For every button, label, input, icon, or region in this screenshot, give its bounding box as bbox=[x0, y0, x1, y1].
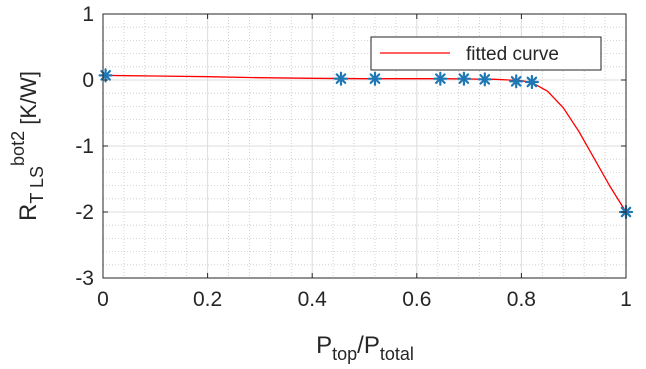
axis-ticks bbox=[102, 13, 627, 279]
y-tick-labels: -3 -2 -1 0 1 bbox=[75, 3, 94, 290]
marker-stroke bbox=[335, 73, 347, 85]
y-tick-label: -2 bbox=[75, 201, 94, 224]
x-tick-label: 0.6 bbox=[402, 288, 431, 311]
x-tick-label: 1 bbox=[620, 288, 632, 311]
marker-stroke bbox=[369, 73, 381, 85]
data-point-marker bbox=[477, 72, 492, 87]
series-layer bbox=[98, 68, 634, 220]
x-tick-label: 0.2 bbox=[193, 288, 222, 311]
x-axis-label: Ptop/Ptotal bbox=[316, 332, 414, 364]
x-tick-label: 0.4 bbox=[298, 288, 328, 311]
x-tick-labels: 0 0.2 0.4 0.6 0.8 1 bbox=[97, 288, 632, 311]
marker-stroke bbox=[435, 73, 446, 85]
marker-stroke bbox=[526, 76, 538, 88]
x-tick-label: 0 bbox=[97, 288, 109, 311]
marker-stroke bbox=[458, 73, 470, 85]
y-tick-label: -3 bbox=[75, 267, 94, 290]
y-tick-label: -1 bbox=[75, 135, 94, 158]
data-point-marker bbox=[367, 71, 383, 86]
legend: fitted curve bbox=[370, 36, 602, 71]
y-axis-label: RT LSbot2 [K/W] bbox=[8, 71, 47, 221]
data-point-marker bbox=[524, 74, 540, 90]
data-point-marker bbox=[433, 71, 448, 86]
legend-label: fitted curve bbox=[466, 44, 559, 65]
data-point-marker bbox=[456, 71, 471, 86]
y-tick-label: 1 bbox=[82, 3, 94, 26]
marker-stroke bbox=[510, 75, 522, 87]
x-tick-label: 0.8 bbox=[507, 288, 536, 311]
data-point-marker bbox=[509, 74, 524, 89]
marker-stroke bbox=[479, 73, 491, 85]
y-tick-label: 0 bbox=[82, 69, 94, 92]
data-point-marker bbox=[333, 71, 349, 86]
